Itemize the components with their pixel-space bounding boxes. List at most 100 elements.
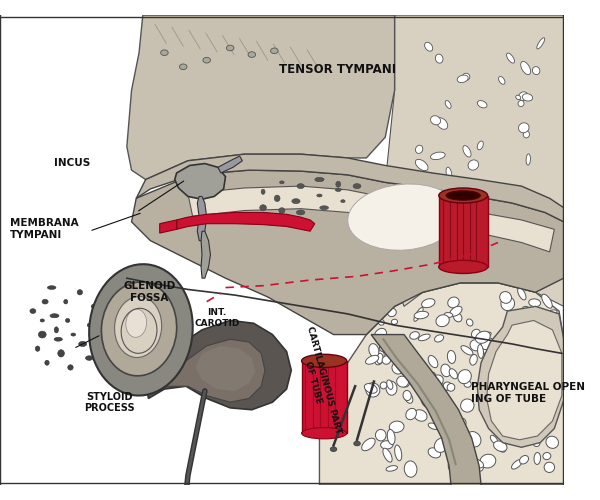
Ellipse shape	[531, 382, 538, 394]
Ellipse shape	[448, 350, 455, 364]
Ellipse shape	[481, 338, 494, 349]
Ellipse shape	[503, 228, 515, 237]
Ellipse shape	[436, 228, 444, 237]
Ellipse shape	[518, 288, 526, 300]
Ellipse shape	[77, 290, 83, 295]
Ellipse shape	[493, 361, 502, 374]
Ellipse shape	[509, 246, 518, 256]
Ellipse shape	[466, 242, 478, 247]
Ellipse shape	[410, 174, 417, 182]
Polygon shape	[160, 220, 176, 233]
Text: INT.
CAROTID: INT. CAROTID	[194, 308, 240, 328]
Ellipse shape	[534, 452, 541, 464]
Ellipse shape	[38, 331, 46, 338]
Text: INCUS: INCUS	[53, 158, 90, 168]
Ellipse shape	[546, 436, 559, 448]
Ellipse shape	[365, 382, 380, 397]
Ellipse shape	[521, 62, 530, 74]
Ellipse shape	[375, 350, 384, 365]
Ellipse shape	[436, 212, 444, 218]
Ellipse shape	[89, 264, 193, 396]
Ellipse shape	[406, 408, 416, 420]
Ellipse shape	[54, 338, 62, 341]
Ellipse shape	[317, 194, 322, 197]
Ellipse shape	[436, 315, 449, 326]
Ellipse shape	[500, 436, 506, 450]
Ellipse shape	[297, 184, 304, 188]
Polygon shape	[0, 15, 564, 485]
Ellipse shape	[421, 393, 436, 408]
Ellipse shape	[543, 452, 551, 460]
Ellipse shape	[446, 167, 452, 179]
Ellipse shape	[439, 236, 445, 242]
Ellipse shape	[533, 440, 540, 446]
Ellipse shape	[499, 188, 511, 197]
Ellipse shape	[455, 418, 466, 428]
Ellipse shape	[478, 344, 484, 358]
Ellipse shape	[538, 216, 550, 232]
Ellipse shape	[499, 380, 506, 394]
Polygon shape	[146, 320, 291, 410]
Text: TENSOR TYMPANI: TENSOR TYMPANI	[279, 62, 396, 76]
Ellipse shape	[478, 100, 487, 108]
Ellipse shape	[422, 298, 435, 308]
Ellipse shape	[457, 244, 469, 252]
Ellipse shape	[490, 436, 498, 444]
Ellipse shape	[380, 440, 393, 449]
Ellipse shape	[546, 310, 557, 317]
Ellipse shape	[403, 390, 411, 400]
Polygon shape	[487, 320, 562, 440]
Ellipse shape	[79, 342, 87, 346]
Ellipse shape	[433, 384, 446, 398]
Ellipse shape	[470, 340, 481, 351]
Ellipse shape	[226, 45, 234, 51]
Ellipse shape	[64, 300, 68, 304]
Polygon shape	[196, 346, 256, 391]
Ellipse shape	[480, 454, 496, 468]
Ellipse shape	[450, 306, 462, 316]
Ellipse shape	[35, 346, 40, 352]
Ellipse shape	[387, 430, 395, 444]
Ellipse shape	[449, 368, 457, 379]
Ellipse shape	[524, 398, 535, 410]
Ellipse shape	[497, 442, 506, 452]
Ellipse shape	[499, 76, 505, 84]
Ellipse shape	[271, 48, 278, 54]
Ellipse shape	[260, 204, 266, 210]
Ellipse shape	[292, 198, 300, 203]
Ellipse shape	[501, 296, 515, 310]
Ellipse shape	[387, 380, 393, 390]
Polygon shape	[175, 164, 226, 200]
Ellipse shape	[383, 448, 392, 462]
Ellipse shape	[457, 75, 468, 82]
Ellipse shape	[354, 441, 361, 446]
Ellipse shape	[513, 377, 523, 385]
Ellipse shape	[439, 188, 488, 203]
Ellipse shape	[98, 314, 108, 318]
Ellipse shape	[376, 430, 386, 441]
Ellipse shape	[101, 282, 177, 376]
Ellipse shape	[389, 421, 404, 432]
Ellipse shape	[388, 308, 396, 316]
Ellipse shape	[274, 195, 280, 202]
Ellipse shape	[483, 342, 493, 356]
Ellipse shape	[261, 189, 265, 194]
Ellipse shape	[520, 312, 529, 321]
Ellipse shape	[461, 399, 474, 412]
Ellipse shape	[422, 190, 433, 200]
Polygon shape	[319, 283, 564, 485]
Ellipse shape	[496, 362, 508, 374]
Ellipse shape	[404, 461, 417, 477]
Ellipse shape	[410, 332, 419, 340]
Ellipse shape	[469, 458, 484, 468]
Ellipse shape	[470, 354, 478, 365]
Ellipse shape	[115, 296, 161, 358]
Ellipse shape	[485, 246, 494, 255]
Polygon shape	[176, 212, 315, 231]
Text: MEMBRANA
TYMPANI: MEMBRANA TYMPANI	[10, 218, 79, 240]
Ellipse shape	[539, 310, 548, 321]
Ellipse shape	[448, 297, 459, 308]
Ellipse shape	[50, 314, 59, 318]
Ellipse shape	[30, 308, 36, 314]
Ellipse shape	[491, 407, 505, 416]
